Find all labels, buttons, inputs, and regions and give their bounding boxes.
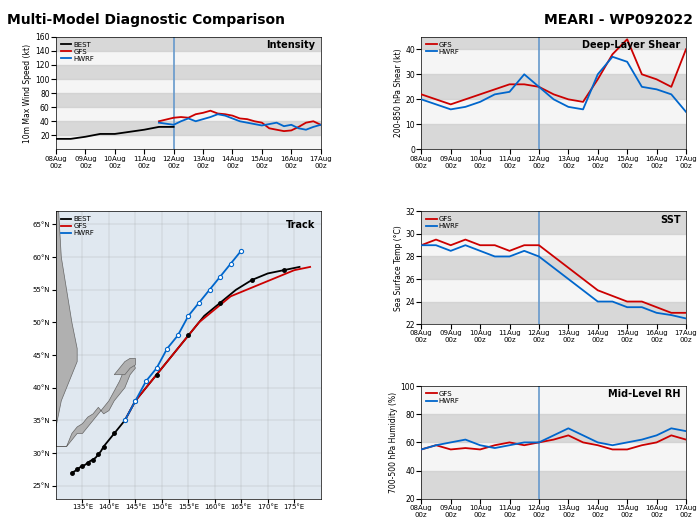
Bar bbox=[421, 37, 686, 49]
Text: Mid-Level RH: Mid-Level RH bbox=[608, 390, 680, 400]
Y-axis label: Sea Surface Temp (°C): Sea Surface Temp (°C) bbox=[393, 225, 402, 311]
Bar bbox=[421, 257, 686, 279]
Y-axis label: 700-500 hPa Humidity (%): 700-500 hPa Humidity (%) bbox=[389, 392, 398, 493]
Y-axis label: 10m Max Wind Speed (kt): 10m Max Wind Speed (kt) bbox=[24, 44, 32, 143]
Bar bbox=[421, 470, 686, 499]
Text: Track: Track bbox=[286, 220, 316, 230]
Bar bbox=[421, 75, 686, 99]
Legend: GFS, HWRF: GFS, HWRF bbox=[425, 215, 461, 230]
Polygon shape bbox=[35, 401, 56, 427]
Bar bbox=[56, 65, 321, 79]
Polygon shape bbox=[114, 359, 135, 375]
Text: MEARI - WP092022: MEARI - WP092022 bbox=[544, 13, 693, 27]
Text: Deep-Layer Shear: Deep-Layer Shear bbox=[582, 40, 680, 50]
Bar bbox=[421, 124, 686, 150]
Text: SST: SST bbox=[660, 215, 680, 225]
Polygon shape bbox=[56, 212, 77, 446]
Text: Intensity: Intensity bbox=[267, 40, 316, 50]
Bar bbox=[421, 414, 686, 443]
Bar bbox=[421, 301, 686, 324]
Bar bbox=[56, 37, 321, 51]
Legend: BEST, GFS, HWRF: BEST, GFS, HWRF bbox=[60, 40, 96, 63]
Polygon shape bbox=[56, 362, 135, 446]
Bar bbox=[421, 212, 686, 234]
Legend: BEST, GFS, HWRF: BEST, GFS, HWRF bbox=[60, 215, 96, 238]
Text: CIRA: CIRA bbox=[15, 504, 41, 514]
Text: Multi-Model Diagnostic Comparison: Multi-Model Diagnostic Comparison bbox=[7, 13, 285, 27]
Bar bbox=[56, 93, 321, 107]
Bar bbox=[56, 121, 321, 135]
Y-axis label: 200-850 hPa Shear (kt): 200-850 hPa Shear (kt) bbox=[393, 49, 402, 138]
Legend: GFS, HWRF: GFS, HWRF bbox=[425, 390, 461, 405]
Legend: GFS, HWRF: GFS, HWRF bbox=[425, 40, 461, 56]
